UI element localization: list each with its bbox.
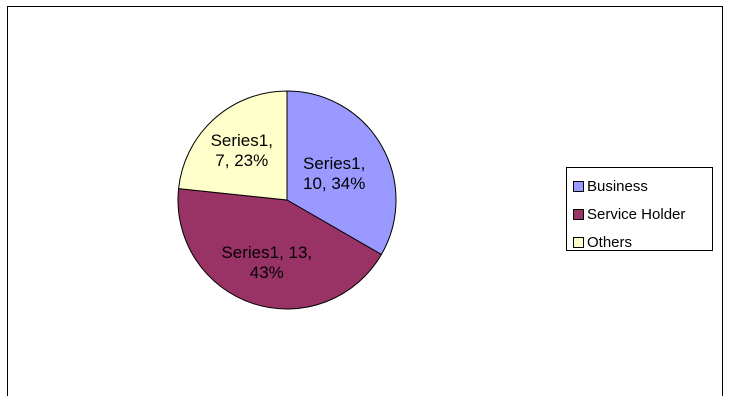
legend-label-others: Others: [587, 233, 633, 251]
legend-label-business: Business: [587, 177, 648, 195]
slice-label-line: Series1, 13,: [221, 243, 312, 262]
slice-label-line: Series1,: [303, 154, 365, 173]
pie-slice-business: [286, 90, 397, 256]
slice-label-others: Series1, 7, 23%: [211, 131, 273, 170]
legend-item-others: Others: [573, 228, 712, 256]
slice-label-line: 10, 34%: [303, 174, 365, 193]
pie-slices: [177, 90, 397, 310]
legend-item-business: Business: [573, 172, 712, 200]
legend-swatch-others: [573, 236, 584, 248]
slice-label-service-holder: Series1, 13, 43%: [221, 243, 312, 282]
slice-label-business: Series1, 10, 34%: [303, 154, 365, 193]
pie-slice-others: [178, 90, 288, 201]
chart-frame: [7, 6, 723, 396]
chart-legend: Business Service Holder Others: [566, 167, 713, 251]
slice-label-line: Series1,: [211, 131, 273, 150]
legend-swatch-service-holder: [573, 208, 584, 220]
legend-label-service-holder: Service Holder: [587, 205, 686, 223]
slice-label-line: 7, 23%: [215, 151, 268, 170]
pie-slice-service-holder: [177, 188, 383, 310]
slice-label-line: 43%: [250, 263, 284, 282]
pie-slice-labels: Series1, 10, 34%Series1, 13, 43%Series1, 7,…: [211, 131, 366, 282]
legend-item-service-holder: Service Holder: [573, 200, 712, 228]
legend-swatch-business: [573, 180, 584, 192]
